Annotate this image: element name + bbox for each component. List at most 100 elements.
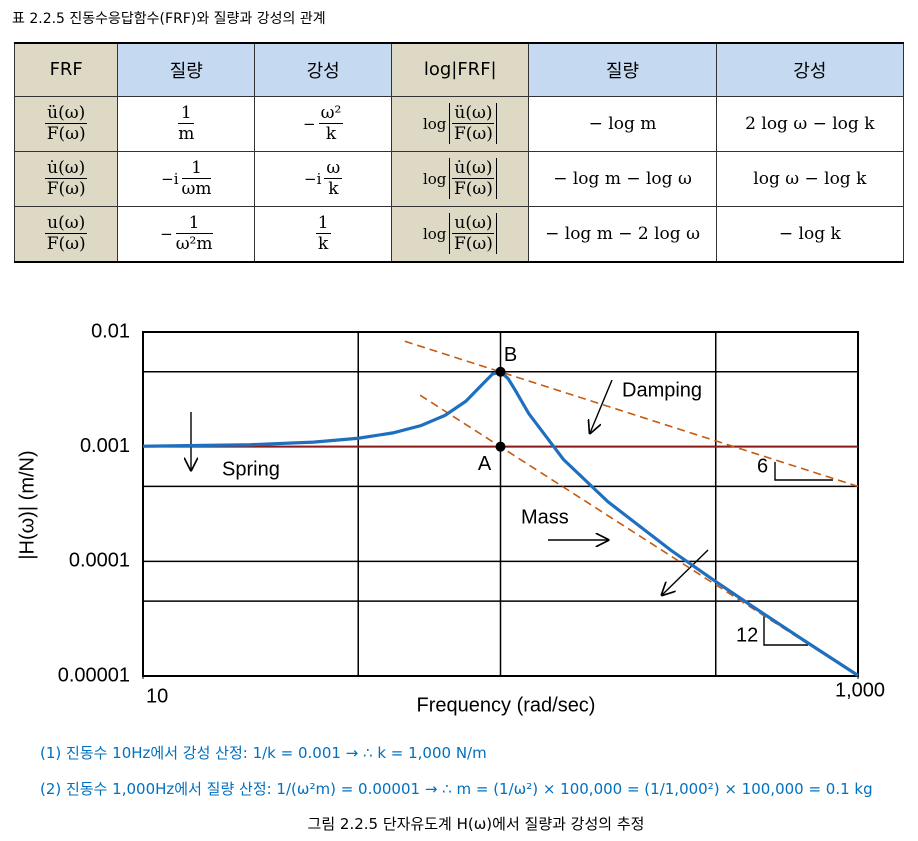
annotation: Mass: [521, 506, 569, 528]
cell: −i ω k: [254, 150, 393, 207]
denominator: ωm: [181, 179, 212, 200]
prefix: −: [303, 114, 316, 133]
denominator: m: [178, 124, 195, 145]
numerator: ω²: [318, 103, 344, 125]
fraction: ω² k: [318, 103, 344, 145]
cell: − log m: [528, 95, 717, 152]
annotation: Spring: [222, 458, 280, 480]
prefix: log: [422, 224, 447, 243]
fraction: ü(ω) F(ω): [45, 103, 88, 145]
cell: u(ω) F(ω): [13, 205, 119, 263]
cell: − log k: [715, 205, 905, 263]
x-axis-label: Frequency (rad/sec): [417, 694, 596, 716]
numerator: ü(ω): [452, 103, 495, 125]
y-tick-label: 0.001: [80, 435, 130, 457]
frf-curve: [142, 369, 859, 677]
figure-caption: 그림 2.2.5 단자유도계 H(ω)에서 질량과 강성의 추정: [307, 815, 645, 833]
header-cell: FRF: [13, 42, 119, 97]
fraction: u(ω) F(ω): [45, 213, 88, 255]
point: [495, 366, 506, 377]
y-tick-label: 0.01: [91, 320, 130, 342]
prefix: −i: [304, 169, 322, 188]
asymptote: [404, 340, 859, 488]
header-cell: 질량: [528, 42, 717, 97]
numerator: ü(ω): [45, 103, 88, 125]
numerator: 1: [175, 213, 213, 235]
cell: 2 log ω − log k: [715, 95, 905, 152]
denominator: F(ω): [46, 234, 86, 255]
x-tick-label: 1,000: [835, 679, 885, 701]
prefix: log: [422, 114, 447, 133]
annotation: Damping: [622, 379, 702, 401]
cell: − log m − log ω: [528, 150, 717, 207]
abs: u̇(ω) F(ω): [449, 158, 498, 200]
plot-frame: [142, 331, 859, 677]
note: (2) 진동수 1,000Hz에서 질량 산정: 1/(ω²m) = 0.000…: [40, 780, 873, 798]
prefix: log: [422, 169, 447, 188]
point-label: B: [504, 344, 517, 366]
denominator: F(ω): [46, 124, 86, 145]
header-cell: 강성: [254, 42, 393, 97]
cell: log u(ω) F(ω): [391, 205, 530, 263]
x-tick-label: 10: [146, 685, 168, 707]
fraction: ü(ω) F(ω): [452, 103, 495, 145]
cell: u̇(ω) F(ω): [13, 150, 119, 207]
point: [495, 441, 506, 452]
abs: u(ω) F(ω): [449, 213, 498, 255]
cell: − log m − 2 log ω: [528, 205, 717, 263]
denominator: F(ω): [453, 179, 493, 200]
numerator: u̇(ω): [45, 158, 88, 180]
cell: log ω − log k: [715, 150, 905, 207]
numerator: ω: [324, 158, 343, 180]
fraction: 1 ωm: [181, 158, 212, 200]
y-axis-label: |H(ω)| (m/N): [16, 450, 38, 559]
cell: ü(ω) F(ω): [13, 95, 119, 152]
y-tick-label: 0.00001: [58, 664, 130, 686]
cell: −1 ω²m: [117, 205, 256, 263]
denominator: k: [328, 179, 339, 200]
note: (1) 진동수 10Hz에서 강성 산정: 1/k = 0.001 → ∴ k …: [40, 744, 487, 762]
numerator: 1: [315, 213, 331, 235]
abs: ü(ω) F(ω): [449, 103, 498, 145]
denominator: F(ω): [453, 124, 493, 145]
header-cell: log|FRF|: [391, 42, 530, 97]
frf-table: FRF 질량 강성 log|FRF| 질량 강성 ü(ω) F(ω) 1 m − ω² k log ü(ω)…: [13, 42, 905, 263]
numerator: u(ω): [452, 213, 495, 235]
cell: −i 1 ωm: [117, 150, 256, 207]
arrow: [662, 549, 709, 595]
table-caption: 표 2.2.5 진동수응답함수(FRF)와 질량과 강성의 관계: [12, 11, 326, 27]
fraction: 1 ω²m: [175, 213, 213, 255]
prefix: −: [160, 224, 173, 243]
numerator: u̇(ω): [452, 158, 495, 180]
asymptote: [419, 394, 859, 677]
denominator: ω²m: [175, 234, 213, 255]
cell: log u̇(ω) F(ω): [391, 150, 530, 207]
numerator: u(ω): [45, 213, 88, 235]
arrow: [590, 379, 613, 433]
cell: − ω² k: [254, 95, 393, 152]
y-tick-label: 0.0001: [69, 550, 130, 572]
slope-triangle: [763, 616, 808, 646]
denominator: F(ω): [46, 179, 86, 200]
denominator: k: [318, 234, 329, 255]
annotation: 12: [736, 624, 758, 646]
prefix: −i: [161, 169, 179, 188]
slope-triangle: [774, 462, 833, 481]
header-cell: 강성: [715, 42, 905, 97]
annotation: 6: [757, 455, 768, 477]
denominator: F(ω): [453, 234, 493, 255]
header-cell: 질량: [117, 42, 256, 97]
point-label: A: [478, 453, 492, 475]
fraction: u(ω) F(ω): [452, 213, 495, 255]
numerator: 1: [181, 158, 212, 180]
denominator: k: [325, 124, 337, 145]
cell: log ü(ω) F(ω): [391, 95, 530, 152]
fraction: u̇(ω) F(ω): [452, 158, 495, 200]
fraction: u̇(ω) F(ω): [45, 158, 88, 200]
